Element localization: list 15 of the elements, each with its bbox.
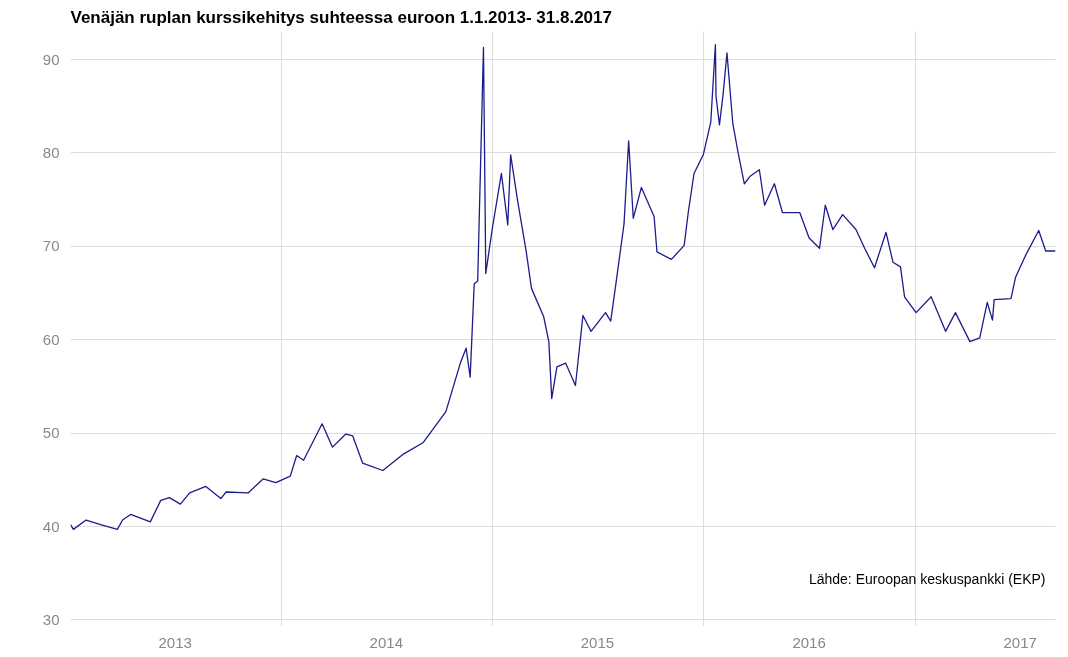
y-tick-label: 50 [42,424,60,442]
y-tick-label: 60 [42,330,60,348]
x-tick-label: 2015 [580,633,615,651]
annotation: Lähde: Euroopan keskuspankki (EKP) [808,570,1046,587]
x-tick-label: 2017 [1003,633,1037,651]
x-tick-label: 2014 [369,633,403,651]
y-tick-label: 40 [42,517,60,535]
chart-title: Venäjän ruplan kurssikehitys suhteessa euroon 1.1.2013- 31.8.2017 [70,7,612,27]
y-tick-label: 70 [42,237,60,255]
x-tick-label: 2013 [158,633,192,651]
y-tick-label: 80 [42,143,60,161]
line-series [70,43,1056,531]
y-tick-label: 90 [42,50,60,68]
y-tick-label: 30 [42,610,60,628]
x-tick-label: 2016 [792,633,826,651]
